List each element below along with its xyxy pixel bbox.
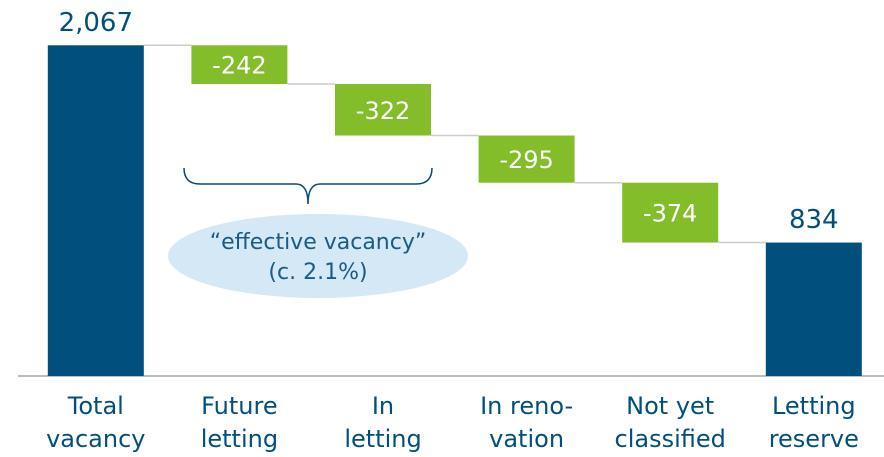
- x-tick-label: letting: [201, 425, 278, 453]
- annotation: “effective vacancy”: [210, 230, 427, 255]
- value-label: -374: [643, 200, 697, 228]
- value-label: 2,067: [59, 8, 133, 38]
- x-tick-label: reserve: [769, 425, 859, 453]
- bar: [335, 84, 431, 136]
- value-label: -242: [212, 52, 266, 80]
- x-tick-label: Total: [67, 392, 124, 420]
- x-tick-label: letting: [344, 425, 421, 453]
- x-tick-label: vacancy: [46, 425, 145, 453]
- value-label: -322: [356, 97, 410, 125]
- annotation-bubble: [168, 214, 468, 298]
- bar: [47, 45, 144, 376]
- x-tick-label: vation: [489, 425, 564, 453]
- x-tick-label: Future: [201, 392, 277, 420]
- bar: [622, 182, 719, 243]
- value-label: -295: [499, 146, 553, 174]
- bar: [478, 135, 575, 183]
- x-tick-label: Letting: [772, 392, 856, 420]
- x-tick-label: Not yet: [626, 392, 714, 420]
- x-tick-label: classified: [615, 425, 726, 453]
- bar: [191, 45, 288, 84]
- annotation: (c. 2.1%): [268, 260, 367, 285]
- x-tick-label: In reno-: [480, 392, 573, 420]
- x-tick-label: In: [372, 392, 394, 420]
- bar: [765, 242, 862, 376]
- value-label: 834: [789, 205, 839, 235]
- brace: [183, 167, 433, 205]
